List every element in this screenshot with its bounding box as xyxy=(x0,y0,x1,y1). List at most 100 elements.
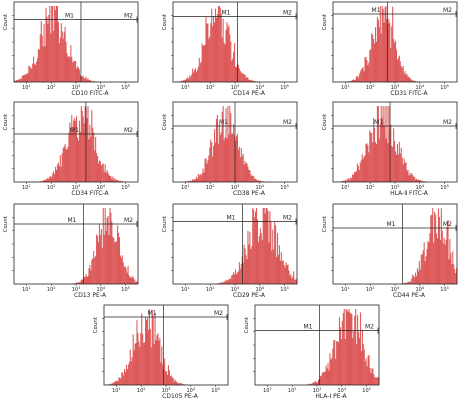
histogram-bar xyxy=(456,268,458,284)
histogram-bar xyxy=(357,77,359,82)
histogram-bar xyxy=(111,178,113,182)
histogram-bar xyxy=(49,176,51,182)
histogram-bar xyxy=(114,381,116,385)
histogram-bar xyxy=(455,273,457,284)
histogram-bar xyxy=(343,180,345,182)
histogram-bar xyxy=(64,144,66,182)
histogram-bar xyxy=(394,141,396,182)
histogram-bar xyxy=(241,156,243,182)
histogram-bar xyxy=(436,233,438,284)
histogram-bar xyxy=(223,140,225,182)
histogram-bar xyxy=(86,276,88,284)
histogram-bar xyxy=(408,76,410,82)
histogram-bar xyxy=(245,255,247,284)
histogram-bar xyxy=(425,256,427,284)
histogram-bar xyxy=(277,254,280,284)
histogram-bar xyxy=(97,163,100,182)
histogram-bar xyxy=(423,181,425,182)
histogram-bar xyxy=(206,163,208,182)
x-tick-label: 105 xyxy=(440,184,449,191)
histogram-bar xyxy=(160,362,162,385)
y-axis-label: Count xyxy=(322,13,328,30)
histogram-bar xyxy=(135,281,137,284)
histogram-panel: 101 102 103 104 105 Count CD14 PE-A M1 M2 xyxy=(162,1,298,97)
histogram-bar xyxy=(193,179,196,182)
histogram-bar xyxy=(417,179,419,182)
histogram-bar xyxy=(365,144,367,182)
x-tick-label: 101 xyxy=(181,184,190,191)
histogram-bar xyxy=(370,49,372,82)
histogram-bar xyxy=(372,34,374,82)
histogram-bar xyxy=(49,6,51,82)
histogram-bar xyxy=(390,124,392,182)
histogram-bar xyxy=(45,179,47,182)
histogram-bar xyxy=(106,170,108,182)
histogram-bar xyxy=(126,272,128,284)
histogram-bar xyxy=(96,156,99,182)
histogram-bar xyxy=(364,155,366,182)
histogram-bar xyxy=(408,175,410,182)
histogram-bar xyxy=(82,116,84,182)
histogram-bar xyxy=(250,174,252,182)
histogram-bar xyxy=(76,68,78,82)
histogram-bar xyxy=(374,127,376,182)
x-tick-label: 102 xyxy=(288,387,297,394)
marker-m2-label: M2 xyxy=(443,119,452,126)
histogram-bar xyxy=(427,240,429,284)
histogram-bar xyxy=(44,46,46,82)
histogram-bar xyxy=(373,374,375,385)
histogram-bar xyxy=(88,80,90,82)
histogram-bar xyxy=(18,79,20,82)
histogram-bar xyxy=(276,257,278,284)
histogram-bar xyxy=(48,178,50,182)
histogram-bar xyxy=(333,340,335,385)
histogram-bar xyxy=(415,80,417,82)
histogram-bar xyxy=(150,347,152,385)
histogram-bar xyxy=(360,69,362,82)
histogram-bar xyxy=(391,145,393,182)
histogram-bar xyxy=(115,241,117,284)
histogram-bar xyxy=(54,174,56,182)
histogram-bar xyxy=(86,79,88,82)
histogram-bar xyxy=(271,250,273,284)
histogram-bar xyxy=(110,176,112,182)
histogram-bar xyxy=(335,358,337,385)
histogram-bar xyxy=(243,74,245,82)
histogram-bar xyxy=(395,151,397,182)
histogram-bar xyxy=(247,230,249,284)
histogram-bar xyxy=(377,106,379,182)
histogram-bar xyxy=(400,147,402,182)
histogram-bar xyxy=(356,76,358,82)
histogram-bar xyxy=(259,228,261,284)
histogram-bar xyxy=(346,180,348,182)
histogram-bar xyxy=(130,276,132,284)
histogram-bar xyxy=(241,72,243,82)
histogram-bar xyxy=(253,209,255,284)
x-tick-label: 104 xyxy=(96,286,105,293)
histogram-bar xyxy=(226,22,228,82)
histogram-bar xyxy=(132,334,134,385)
histogram-bar xyxy=(196,70,198,82)
histogram-bar xyxy=(393,128,395,182)
histogram-bar xyxy=(374,142,377,182)
histogram-bar xyxy=(415,276,418,284)
histogram-bar xyxy=(418,261,420,284)
histogram-bar xyxy=(216,114,218,182)
histogram-bar xyxy=(252,208,254,284)
histogram-bar xyxy=(324,371,326,385)
histogram-bar xyxy=(336,341,338,385)
histogram-bar xyxy=(121,181,123,182)
histogram-bar xyxy=(66,53,68,82)
histogram-bar xyxy=(207,23,209,82)
histogram-bar xyxy=(290,274,292,284)
histogram-bar xyxy=(107,216,109,284)
x-tick-label: 103 xyxy=(391,84,400,91)
histogram-bar xyxy=(167,365,170,385)
histogram-bar xyxy=(206,23,208,82)
histogram-bar xyxy=(397,154,399,182)
x-tick-label: 101 xyxy=(341,84,350,91)
marker-m2-label: M2 xyxy=(283,215,292,222)
histogram-bar xyxy=(359,162,361,182)
histogram-bar xyxy=(317,379,320,385)
